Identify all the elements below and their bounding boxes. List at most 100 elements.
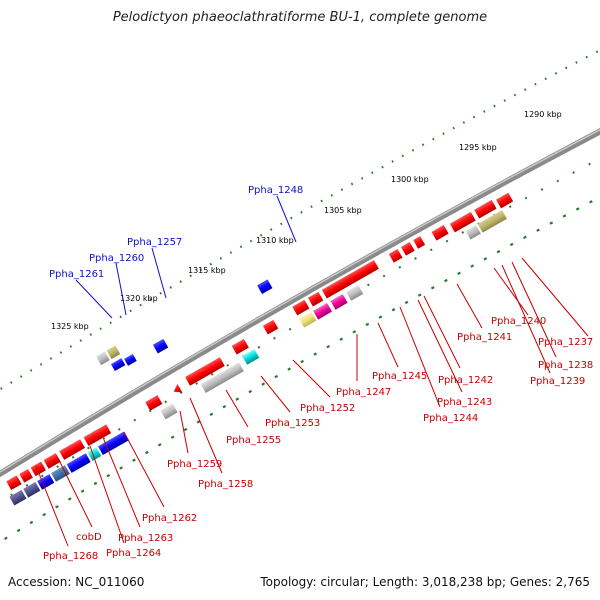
gene-label: Ppha_1257 bbox=[127, 237, 182, 248]
tick-label: 1325 kbp bbox=[51, 322, 89, 331]
gene-block bbox=[231, 338, 249, 355]
gene-label: Ppha_1245 bbox=[372, 371, 427, 382]
genome-band bbox=[0, 32, 600, 564]
gene-block bbox=[346, 285, 364, 301]
gene-label: Ppha_1252 bbox=[300, 403, 355, 414]
gene-block bbox=[37, 474, 55, 490]
accession-label: Accession: NC_011060 bbox=[8, 575, 145, 589]
gene-block bbox=[83, 424, 112, 446]
topology-label: Topology: circular; Length: 3,018,238 bp… bbox=[260, 575, 590, 589]
gene-block bbox=[292, 299, 310, 316]
gene-block bbox=[160, 403, 178, 420]
gene-block bbox=[257, 279, 273, 295]
tick-label: 1315 kbp bbox=[188, 266, 226, 275]
gene-block bbox=[242, 349, 260, 365]
leader-line bbox=[521, 257, 589, 337]
inner-tick-track bbox=[0, 145, 600, 564]
leader-line bbox=[501, 264, 551, 374]
gene-block bbox=[313, 302, 332, 320]
gene-block bbox=[19, 468, 33, 483]
tick-labels: 1290 kbp 1295 kbp 1300 kbp 1305 kbp 1310… bbox=[51, 110, 562, 331]
leader-line bbox=[423, 295, 461, 369]
gene-block bbox=[6, 475, 22, 491]
gene-block bbox=[23, 481, 41, 498]
leader-line bbox=[189, 397, 223, 474]
gene-label: Ppha_1258 bbox=[198, 479, 253, 490]
gene-block bbox=[152, 338, 169, 354]
leader-line bbox=[276, 195, 297, 243]
gene-block bbox=[87, 447, 102, 461]
gene-block bbox=[465, 224, 481, 240]
gene-block bbox=[200, 362, 244, 393]
gene-block bbox=[51, 465, 70, 482]
gene-block bbox=[299, 311, 317, 328]
leader-line bbox=[35, 465, 69, 547]
bottom-gene-labels: Ppha_1237 Ppha_1238 Ppha_1239 Ppha_1240 … bbox=[35, 257, 593, 562]
gene-label: Ppha_1261 bbox=[49, 269, 104, 280]
gene-label: Ppha_1255 bbox=[226, 435, 281, 446]
gene-block bbox=[262, 319, 279, 335]
gene-block bbox=[330, 294, 348, 310]
leader-line bbox=[151, 247, 167, 299]
tick-label: 1290 kbp bbox=[524, 110, 562, 119]
gene-block bbox=[66, 453, 91, 473]
backbone bbox=[0, 93, 600, 515]
gene-label: Ppha_1264 bbox=[106, 548, 161, 559]
gene-label: Ppha_1242 bbox=[438, 375, 493, 386]
gene-block bbox=[431, 224, 449, 241]
gene-block bbox=[97, 431, 129, 456]
gene-block bbox=[185, 357, 225, 386]
gene-label: Ppha_1262 bbox=[142, 513, 197, 524]
backbone-highlight bbox=[0, 94, 600, 512]
gene-label: Ppha_1239 bbox=[530, 376, 585, 387]
gene-block bbox=[145, 395, 163, 411]
gene-block bbox=[321, 260, 379, 299]
gene-block bbox=[496, 192, 514, 209]
gene-block bbox=[9, 489, 27, 506]
outer-tick-track bbox=[0, 32, 600, 451]
tick-label: 1295 kbp bbox=[459, 143, 497, 152]
gene-label: Ppha_1238 bbox=[538, 360, 593, 371]
leader-line bbox=[75, 279, 113, 319]
tick-label: 1310 kbp bbox=[256, 236, 294, 245]
gene-label: Ppha_1248 bbox=[248, 185, 303, 196]
gene-label: Ppha_1247 bbox=[336, 387, 391, 398]
gene-block bbox=[388, 248, 403, 263]
top-gene-labels: Ppha_1248 Ppha_1257 Ppha_1260 Ppha_1261 bbox=[49, 185, 303, 319]
gene-label: Ppha_1260 bbox=[89, 253, 144, 264]
gene-block bbox=[401, 242, 415, 256]
leader-line bbox=[377, 322, 399, 368]
gene-block bbox=[477, 210, 507, 233]
gene-block bbox=[59, 439, 86, 460]
gene-block bbox=[474, 199, 497, 219]
tick-label: 1320 kbp bbox=[120, 294, 158, 303]
leader-line bbox=[179, 410, 189, 454]
reverse-genes bbox=[96, 279, 273, 372]
map-title: Pelodictyon phaeoclathratiforme BU-1, co… bbox=[112, 10, 488, 25]
gene-block bbox=[413, 236, 426, 249]
gene-label: Ppha_1259 bbox=[167, 459, 222, 470]
gene-label: Ppha_1263 bbox=[118, 533, 173, 544]
leader-line bbox=[89, 445, 125, 544]
gene-block bbox=[96, 351, 110, 366]
gene-block bbox=[124, 353, 137, 366]
leader-line bbox=[115, 262, 127, 316]
leader-line bbox=[57, 457, 93, 528]
tick-label: 1305 kbp bbox=[324, 206, 362, 215]
gene-label: Ppha_1268 bbox=[43, 551, 98, 562]
gene-block bbox=[106, 345, 121, 360]
gene-label: Ppha_1240 bbox=[491, 316, 546, 327]
gene-block bbox=[30, 461, 46, 477]
tick-label: 1300 kbp bbox=[391, 175, 429, 184]
leader-line bbox=[292, 359, 331, 398]
gene-block bbox=[43, 453, 61, 469]
gene-label: Ppha_1244 bbox=[423, 413, 478, 424]
gene-label: Ppha_1243 bbox=[437, 397, 492, 408]
gene-label: Ppha_1253 bbox=[265, 418, 320, 429]
leader-line bbox=[123, 431, 165, 508]
leader-line bbox=[456, 283, 483, 329]
leader-line bbox=[417, 299, 463, 393]
gene-block bbox=[307, 291, 324, 307]
leader-line bbox=[511, 261, 557, 358]
leader-line bbox=[260, 375, 291, 413]
